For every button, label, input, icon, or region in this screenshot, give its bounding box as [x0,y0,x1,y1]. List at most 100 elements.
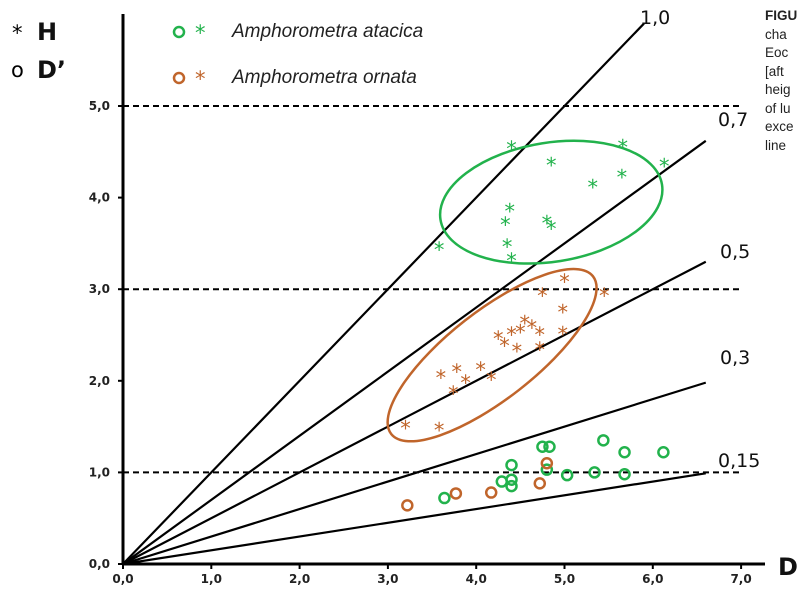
d-prime-point [597,434,610,447]
h-point: * [486,368,497,392]
ratio-line [122,22,645,565]
h-point: * [535,323,546,347]
h-point: * [588,176,599,200]
h-point: * [475,358,486,382]
ratio-line-label: 0,15 [718,450,760,472]
y-tick-label: 3,0 [89,282,110,296]
d-prime-point [484,486,498,499]
d-prime-point [540,463,554,476]
x-tick-label: 5,0 [554,572,575,586]
y-tick-label: 1,0 [89,465,110,479]
ratio-line [122,472,706,566]
d-prime-point [540,456,554,470]
legend-star-marker: * [195,21,206,45]
x-tick-label: 4,0 [466,572,487,586]
h-point: * [502,235,513,259]
h-point: * [599,284,610,308]
group-ellipses [386,139,664,443]
x-tick-label: 1,0 [201,572,222,586]
caption-line: line [765,137,787,153]
group-ellipse [438,139,664,265]
h-point: * [506,323,517,347]
h-point: * [506,137,517,161]
h-point: * [506,249,517,273]
legend-entry-ornata: * Amphorometra ornata [172,67,417,91]
ratio-line-label: 0,3 [720,347,750,369]
caption-line: cha [765,26,787,42]
d-prime-point [449,487,463,500]
h-point: * [436,366,447,390]
x-tick-label: 6,0 [642,572,663,586]
legend-circle-marker [172,25,186,39]
x-tick-label: 2,0 [289,572,310,586]
d-prime-point [543,440,556,454]
h-point: * [659,155,670,179]
ratio-line-label: 1,0 [640,7,670,29]
ratio-line-label: 0,7 [718,109,748,131]
ratio-line [122,139,707,565]
d-prime-point [588,466,601,479]
caption-line: FIGU [765,8,798,23]
caption-line: exce [765,119,794,134]
h-point: * [515,320,526,344]
ratio-line [122,381,707,566]
data-points: ************ ** ****** *************** [400,135,670,512]
h-symbol: * [12,21,23,45]
h-point: * [557,300,568,324]
dashed-reference-lines [123,105,740,474]
h-point: * [434,238,445,262]
d-prime-point [505,458,518,472]
h-point: * [520,311,531,335]
h-point: * [505,200,516,224]
h-point: * [557,322,568,346]
h-point: * [460,371,471,395]
y-tick-label: 5,0 [89,99,110,113]
y-tick-label: 0,0 [89,557,110,571]
x-tick-label: 3,0 [377,572,398,586]
ratio-line-label: 0,5 [720,241,750,263]
d-prime-point [438,491,451,505]
d-prime-axis-label: D’ [37,56,66,84]
h-point: * [512,340,523,364]
tick-labels: 0,0 1,0 2,0 3,0 4,0 5,0 6,0 7,0 0,0 1,0 2,0 3,0 4,0 5… [89,99,752,586]
h-point: * [527,316,538,340]
h-point: * [618,135,629,159]
h-point: * [499,334,510,358]
d-prime-point [495,475,509,488]
y-tick-label: 2,0 [89,374,110,388]
h-point: * [546,154,557,178]
d-prime-point [618,467,631,481]
legend-label-atacica: Amphorometra atacica [231,21,423,42]
figure-caption-fragment: FIGU cha Eoc [aft heig of lu exce line [765,7,801,155]
x-tick-label: 7,0 [730,572,751,586]
d-prime-point [505,479,518,493]
legend-label-ornata: Amphorometra ornata [231,67,417,88]
d-prime-point [533,477,547,490]
y-tick-label: 4,0 [89,191,110,205]
h-point: * [537,284,548,308]
d-prime-point [505,473,518,486]
caption-line: heig [765,82,791,97]
d-prime-point [536,440,549,454]
y-legend: * H o D’ [11,18,66,84]
h-point: * [452,360,463,384]
ratio-lines: 1,0 0,7 0,5 0,3 0,15 [122,7,760,566]
caption-line: [aft [765,63,784,79]
caption-line: of lu [765,100,791,116]
d-prime-point [618,445,631,459]
x-tick-label: 0,0 [112,572,133,586]
d-prime-symbol: o [11,58,24,82]
legend-circle-marker [172,71,186,85]
h-point: * [434,418,445,442]
h-point: * [617,166,628,190]
x-axis-label: D [778,553,798,581]
d-prime-point [657,445,670,459]
h-point: * [500,213,511,237]
legend-entry-atacica: * Amphorometra atacica [172,21,423,45]
caption-line: Eoc [765,45,789,60]
d-prime-point [560,468,574,482]
h-axis-label: H [37,18,57,46]
ratio-line [122,260,707,565]
h-point: * [535,338,546,362]
